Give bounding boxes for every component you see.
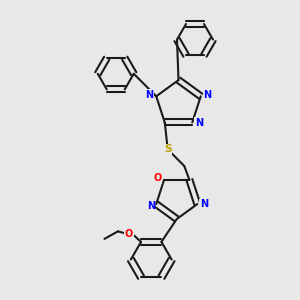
Text: N: N: [147, 201, 155, 211]
Text: N: N: [146, 90, 154, 100]
Text: O: O: [153, 173, 162, 184]
Text: O: O: [125, 230, 133, 239]
Text: N: N: [200, 199, 208, 209]
Text: N: N: [203, 90, 211, 100]
Text: N: N: [195, 118, 203, 128]
Text: S: S: [164, 144, 172, 154]
